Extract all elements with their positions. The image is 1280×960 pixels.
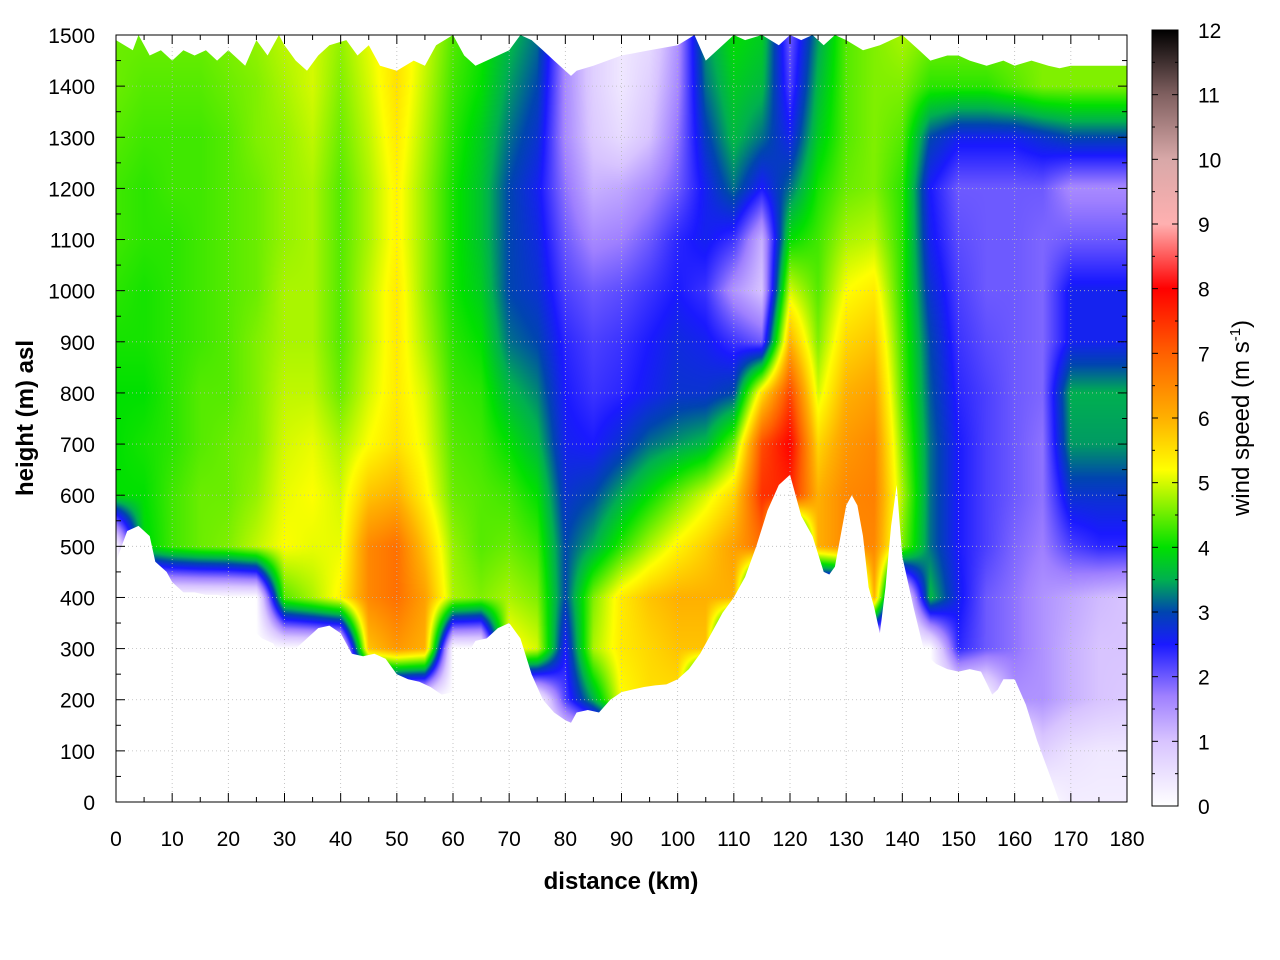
y-tick-label: 500: [60, 536, 95, 559]
grid-lines: [116, 35, 1127, 802]
y-tick-label: 1400: [48, 76, 95, 99]
x-tick-label: 70: [497, 828, 520, 851]
x-tick-label: 110: [717, 828, 750, 851]
colorbar-tick-label: 9: [1198, 214, 1210, 237]
y-tick-label: 200: [60, 690, 95, 713]
colorbar-tick-label: 3: [1198, 602, 1210, 625]
y-tick-label: 600: [60, 485, 95, 508]
colorbar-title-exponent: -1: [1227, 328, 1244, 341]
x-tick-label: 170: [1053, 828, 1088, 851]
y-tick-label: 1500: [48, 25, 95, 48]
x-tick-label: 60: [441, 828, 464, 851]
y-tick-label: 1000: [48, 281, 95, 304]
colorbar-tick-label: 1: [1198, 731, 1210, 754]
y-axis: 0 100 200 300 400 500 600 700 800 900 1000 1100 1200…: [48, 25, 1127, 815]
colorbar-tick-label: 4: [1198, 537, 1210, 560]
x-tick-label: 0: [110, 828, 122, 851]
y-tick-label: 100: [60, 741, 95, 764]
y-tick-label: 1100: [50, 230, 95, 253]
colorbar-tick-label: 10: [1198, 149, 1221, 172]
colorbar-tick-label: 7: [1198, 343, 1210, 366]
x-tick-label: 80: [554, 828, 577, 851]
x-tick-label: 100: [660, 828, 695, 851]
y-tick-label: 400: [60, 587, 95, 610]
colorbar-tick-label: 0: [1198, 796, 1210, 819]
x-axis: 0 10 20 30 40 50 60 70 80 90 100 110 120 130 140 150 160…: [110, 35, 1145, 851]
y-tick-label: 700: [60, 434, 95, 457]
x-tick-label: 120: [772, 828, 807, 851]
colorbar-tick-label: 2: [1198, 667, 1210, 690]
y-tick-label: 0: [83, 792, 95, 815]
colorbar-tick-label: 5: [1198, 473, 1210, 496]
y-axis-title: height (m) asl: [12, 340, 39, 496]
colorbar-title-main: wind speed (m s: [1228, 341, 1255, 517]
x-tick-label: 140: [885, 828, 920, 851]
colorbar-tick-label: 12: [1198, 20, 1221, 43]
x-tick-label: 50: [385, 828, 408, 851]
x-tick-label: 10: [160, 828, 183, 851]
x-tick-label: 180: [1109, 828, 1144, 851]
x-tick-label: 20: [217, 828, 240, 851]
colorbar-tick-label: 6: [1198, 408, 1210, 431]
x-axis-title: distance (km): [544, 868, 699, 895]
colorbar-tick-label: 11: [1198, 85, 1220, 108]
colorbar-title: wind speed (m s-1): [1227, 320, 1255, 517]
x-tick-label: 90: [610, 828, 633, 851]
y-tick-label: 1200: [48, 178, 95, 201]
y-tick-label: 900: [60, 332, 95, 355]
x-tick-label: 160: [997, 828, 1032, 851]
terrain-mask: [116, 474, 1127, 802]
x-tick-label: 30: [273, 828, 296, 851]
y-tick-label: 300: [60, 639, 95, 662]
colorbar-title-close: ): [1228, 320, 1255, 328]
x-tick-label: 130: [829, 828, 864, 851]
colorbar-tick-label: 8: [1198, 279, 1210, 302]
y-tick-label: 1300: [48, 127, 95, 150]
x-tick-label: 150: [941, 828, 976, 851]
y-tick-label: 800: [60, 383, 95, 406]
plot-area: [115, 34, 1128, 803]
x-tick-label: 40: [329, 828, 352, 851]
